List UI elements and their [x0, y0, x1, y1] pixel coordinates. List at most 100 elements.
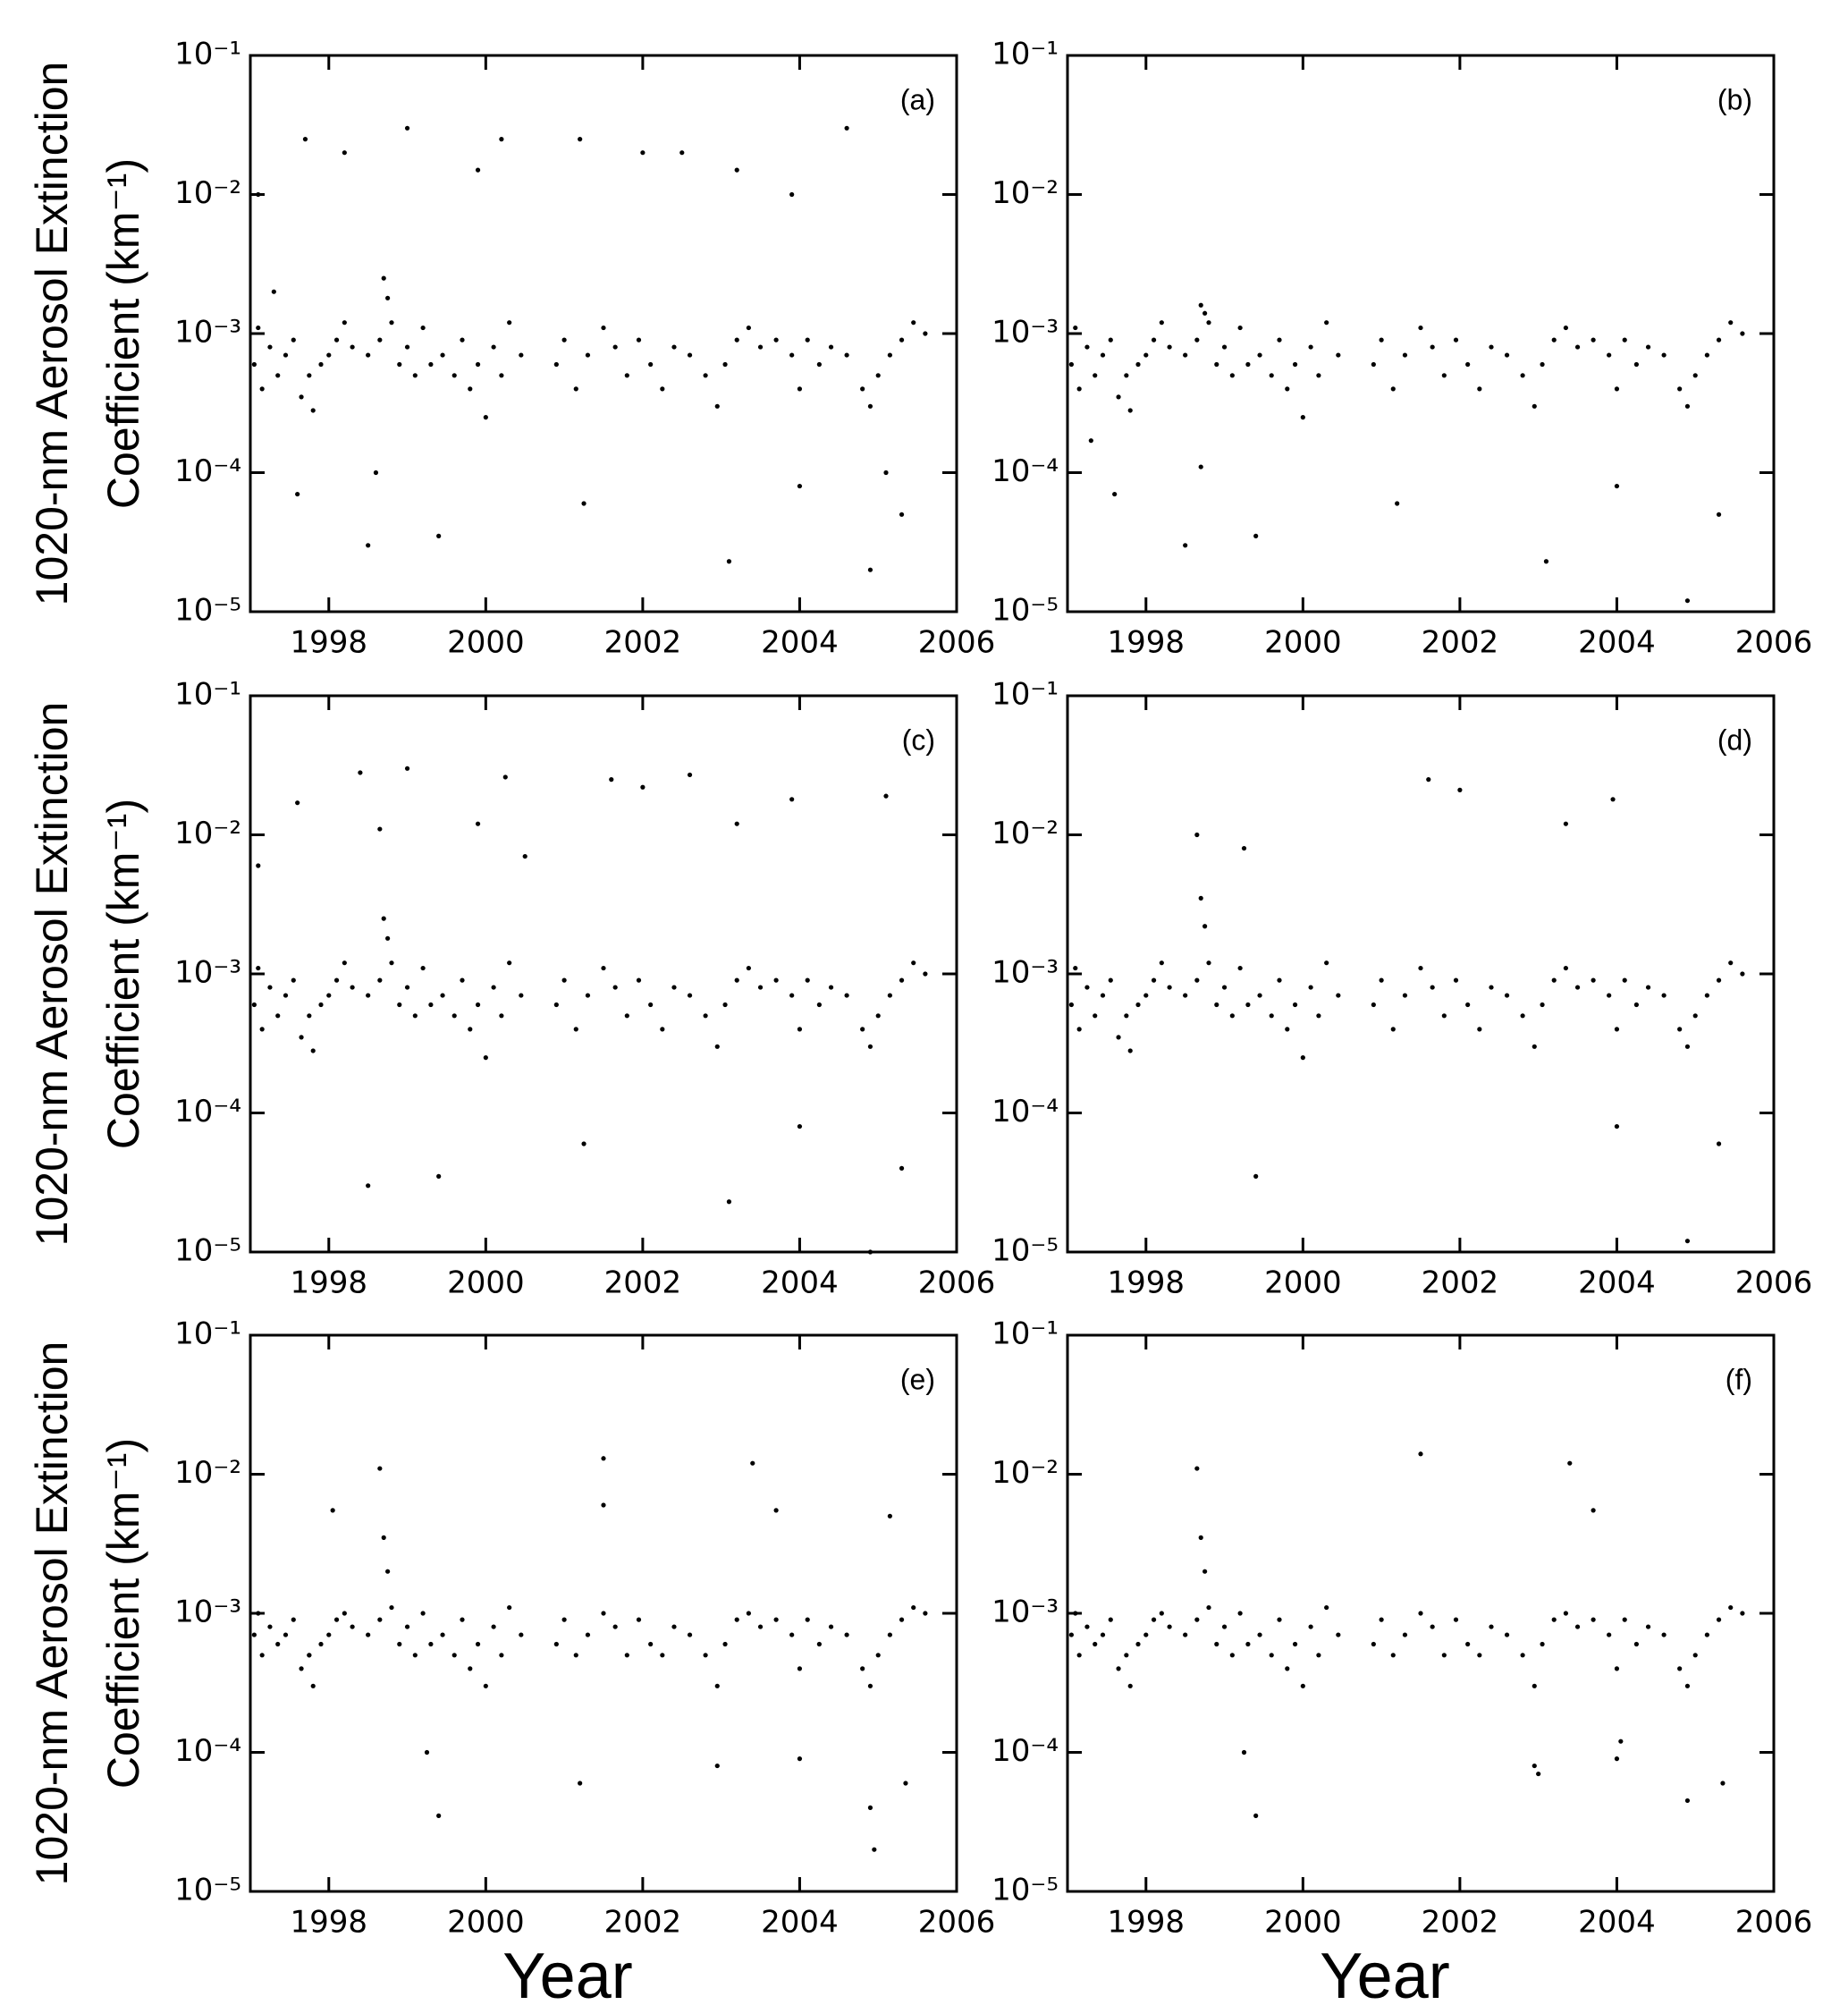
data-point — [1245, 361, 1251, 368]
data-point — [714, 403, 720, 409]
data-point — [1622, 337, 1627, 343]
y-tick-label: 10⁻¹ — [174, 677, 241, 713]
panel-label: (d) — [1717, 723, 1752, 756]
data-point — [860, 1027, 865, 1032]
data-point — [867, 1683, 873, 1688]
data-point — [326, 993, 332, 998]
data-point — [1614, 1756, 1620, 1762]
data-point — [726, 559, 732, 564]
data-point — [342, 1611, 347, 1616]
data-point — [1390, 1027, 1396, 1032]
y-tick-label: 10⁻⁵ — [992, 1873, 1059, 1908]
data-point — [1073, 965, 1078, 971]
data-point — [1591, 977, 1596, 983]
data-point — [660, 386, 665, 392]
plot-frame — [249, 54, 958, 613]
x-tick-label: 2000 — [447, 1265, 525, 1301]
data-point — [553, 361, 559, 368]
x-tick-label: 2004 — [1578, 1265, 1656, 1301]
data-point — [773, 1617, 779, 1622]
data-point — [519, 352, 524, 358]
data-point — [275, 1013, 281, 1019]
data-point — [714, 1763, 720, 1769]
data-point — [1241, 1749, 1247, 1755]
x-tick-label: 2002 — [604, 1905, 682, 1941]
data-point — [1068, 1002, 1074, 1008]
data-point — [1300, 1055, 1305, 1061]
data-point — [342, 150, 347, 156]
data-point — [1543, 559, 1549, 564]
data-point — [1277, 1617, 1282, 1622]
data-point — [1112, 491, 1118, 497]
data-point — [259, 386, 265, 392]
data-point — [887, 352, 892, 358]
data-point — [671, 985, 677, 990]
data-point — [1194, 1466, 1200, 1471]
data-point — [1692, 373, 1698, 378]
data-point — [302, 137, 308, 142]
data-point — [1183, 993, 1188, 998]
data-point — [299, 1035, 304, 1040]
data-point — [1622, 1617, 1627, 1622]
data-point — [1728, 320, 1734, 326]
data-point — [553, 1641, 559, 1647]
y-tick-label: 10⁻⁴ — [174, 1733, 241, 1769]
data-point — [1551, 977, 1557, 983]
data-point — [734, 1617, 739, 1622]
data-point — [648, 1002, 654, 1008]
data-point — [1285, 386, 1290, 392]
data-point — [522, 853, 527, 859]
data-point — [816, 1002, 822, 1008]
data-point — [256, 965, 261, 971]
panel-label: (b) — [1717, 83, 1752, 115]
data-point — [1198, 895, 1203, 901]
panel-label: (a) — [900, 83, 935, 115]
data-point — [1183, 1632, 1188, 1637]
data-point — [451, 1653, 457, 1658]
data-point — [1465, 1002, 1471, 1008]
data-point — [1292, 361, 1298, 368]
data-point — [507, 1604, 512, 1611]
data-point — [307, 1013, 312, 1019]
data-point — [561, 337, 567, 343]
data-point — [295, 491, 300, 497]
data-point — [259, 1653, 265, 1658]
data-point — [640, 150, 646, 156]
data-point — [1532, 1683, 1537, 1688]
data-point — [1614, 1027, 1620, 1032]
data-point — [1395, 501, 1400, 506]
data-point — [1124, 373, 1129, 378]
data-point — [1477, 1027, 1482, 1032]
data-point — [1661, 993, 1667, 998]
data-point — [460, 977, 465, 983]
data-point — [899, 1165, 905, 1171]
data-point — [648, 1641, 654, 1647]
data-point — [1551, 337, 1557, 343]
x-tick-label: 2004 — [761, 1905, 839, 1941]
data-point — [333, 337, 340, 343]
data-point — [867, 567, 873, 572]
data-point — [1551, 1617, 1557, 1622]
data-point — [757, 344, 764, 350]
data-point — [1614, 1666, 1620, 1671]
data-point — [507, 320, 512, 326]
data-point — [251, 1002, 257, 1008]
data-point — [911, 1604, 916, 1611]
data-point — [601, 325, 606, 331]
data-point — [860, 386, 865, 392]
data-point — [1316, 1013, 1321, 1019]
data-point — [828, 985, 834, 990]
data-point — [578, 1781, 583, 1786]
data-point — [1684, 1683, 1691, 1688]
data-point — [1084, 344, 1090, 350]
x-tick-label: 1998 — [1108, 625, 1186, 661]
y-tick-label: 10⁻¹ — [992, 1316, 1059, 1352]
data-point — [1229, 373, 1235, 378]
data-point — [499, 1653, 504, 1658]
x-tick-label: 2006 — [1735, 1905, 1813, 1941]
data-point — [1253, 1813, 1259, 1818]
data-point — [420, 965, 426, 971]
data-point — [844, 1632, 849, 1637]
y-tick-label: 10⁻¹ — [992, 37, 1059, 72]
